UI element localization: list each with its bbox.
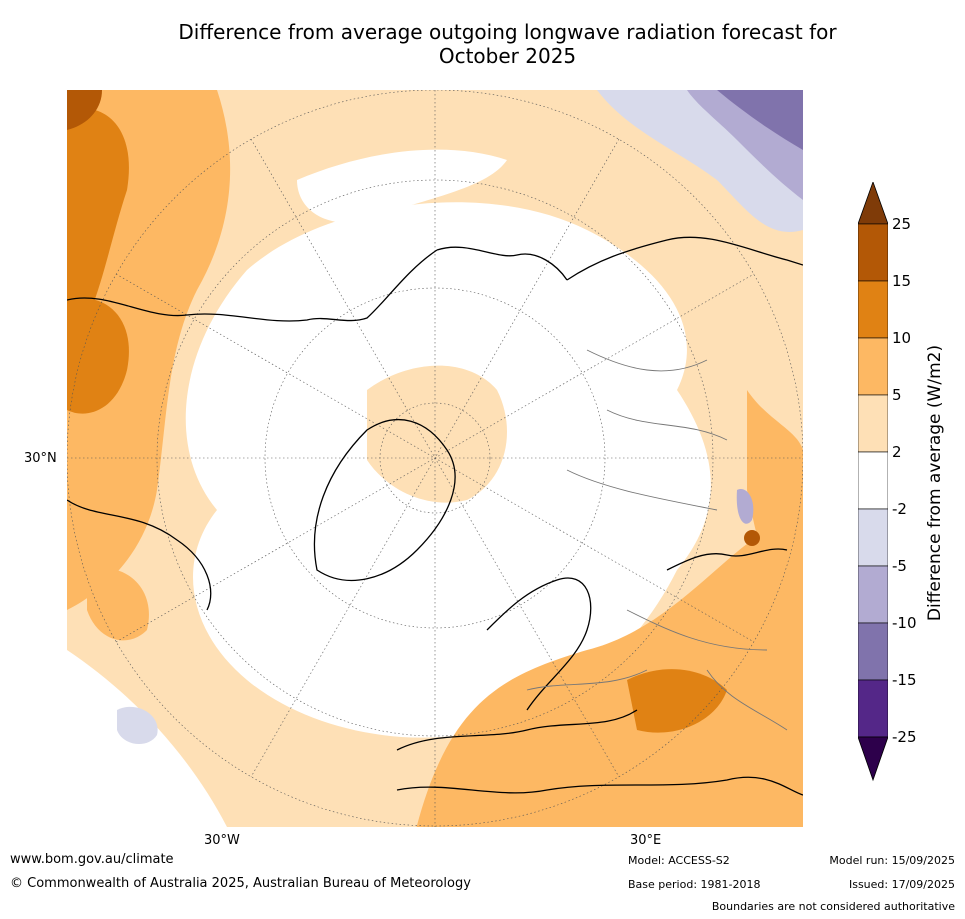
- colorbar-band-10-15: [857, 280, 889, 339]
- colorbar-tick-label: -15: [892, 671, 917, 689]
- anomaly-fill-medium-east: [747, 390, 803, 610]
- coastlines: [67, 236, 803, 796]
- anomaly-fill-very-dark: [67, 90, 102, 130]
- anomaly-fill-very-dark-spot: [744, 530, 760, 546]
- map-title: Difference from average outgoing longwav…: [100, 20, 915, 68]
- anomaly-fill-dark-west: [67, 108, 129, 350]
- anomaly-fill-polar: [367, 365, 507, 503]
- footer-disclaimer: Boundaries are not considered authoritat…: [711, 900, 955, 913]
- anomaly-map: [67, 90, 803, 827]
- footer-website-link[interactable]: www.bom.gov.au/climate: [10, 852, 174, 867]
- lon-label-30w: 30°W: [204, 833, 240, 848]
- footer-issued: Issued: 17/09/2025: [848, 878, 955, 891]
- colorbar-tick-label: 15: [892, 272, 912, 290]
- anomaly-fill-neutral-north: [297, 149, 507, 223]
- anomaly-fill-dark-southeast: [627, 669, 727, 733]
- colorbar: [857, 180, 889, 782]
- colorbar-tick-label: 2: [892, 443, 902, 461]
- colorbar-graphic: [857, 180, 889, 782]
- colorbar-title: Difference from average (W/m2): [925, 344, 945, 622]
- colorbar-band-2-5: [857, 394, 889, 453]
- colorbar-tick-label: 25: [892, 215, 912, 233]
- anomaly-fill-medium-patch: [87, 568, 149, 641]
- colorbar-tick-label: 10: [892, 329, 912, 347]
- colorbar-band-neg2-neg5: [857, 508, 889, 567]
- colorbar-tick-label: -5: [892, 557, 907, 575]
- colorbar-band-neg15-neg25: [857, 679, 889, 738]
- footer-model: Model: ACCESS-S2: [628, 854, 730, 867]
- colorbar-band-5-10: [857, 337, 889, 396]
- colorbar-tick-label: -10: [892, 614, 917, 632]
- colorbar-tick-label: 5: [892, 386, 902, 404]
- footer-model-run: Model run: 15/09/2025: [829, 854, 955, 867]
- map-title-line2: October 2025: [438, 44, 577, 68]
- footer-base-period: Base period: 1981-2018: [628, 878, 761, 891]
- colorbar-arrow-top: [857, 180, 889, 225]
- anomaly-fill-medium-southeast: [387, 520, 803, 827]
- anomaly-fill-light-purple-sw: [117, 706, 158, 745]
- lon-label-30e: 30°E: [630, 833, 662, 848]
- anomaly-fill-dark-west2: [67, 298, 129, 414]
- colorbar-band-15-25: [857, 223, 889, 282]
- colorbar-tick-label: -2: [892, 500, 907, 518]
- colorbar-tick-label: -25: [892, 728, 917, 746]
- anomaly-fill-purple-east: [736, 489, 754, 524]
- map-area[interactable]: [67, 90, 803, 827]
- colorbar-band-neg10-neg15: [857, 622, 889, 681]
- footer-copyright: © Commonwealth of Australia 2025, Austra…: [10, 876, 471, 891]
- anomaly-fill-dark-purple: [717, 90, 803, 150]
- lat-label-30n: 30°N: [24, 451, 57, 466]
- colorbar-band-neg5-neg10: [857, 565, 889, 624]
- colorbar-band-neutral: [857, 451, 889, 510]
- map-title-line1: Difference from average outgoing longwav…: [178, 20, 837, 44]
- graticule: [67, 90, 803, 827]
- colorbar-arrow-bottom: [857, 736, 889, 782]
- borders: [526, 349, 788, 731]
